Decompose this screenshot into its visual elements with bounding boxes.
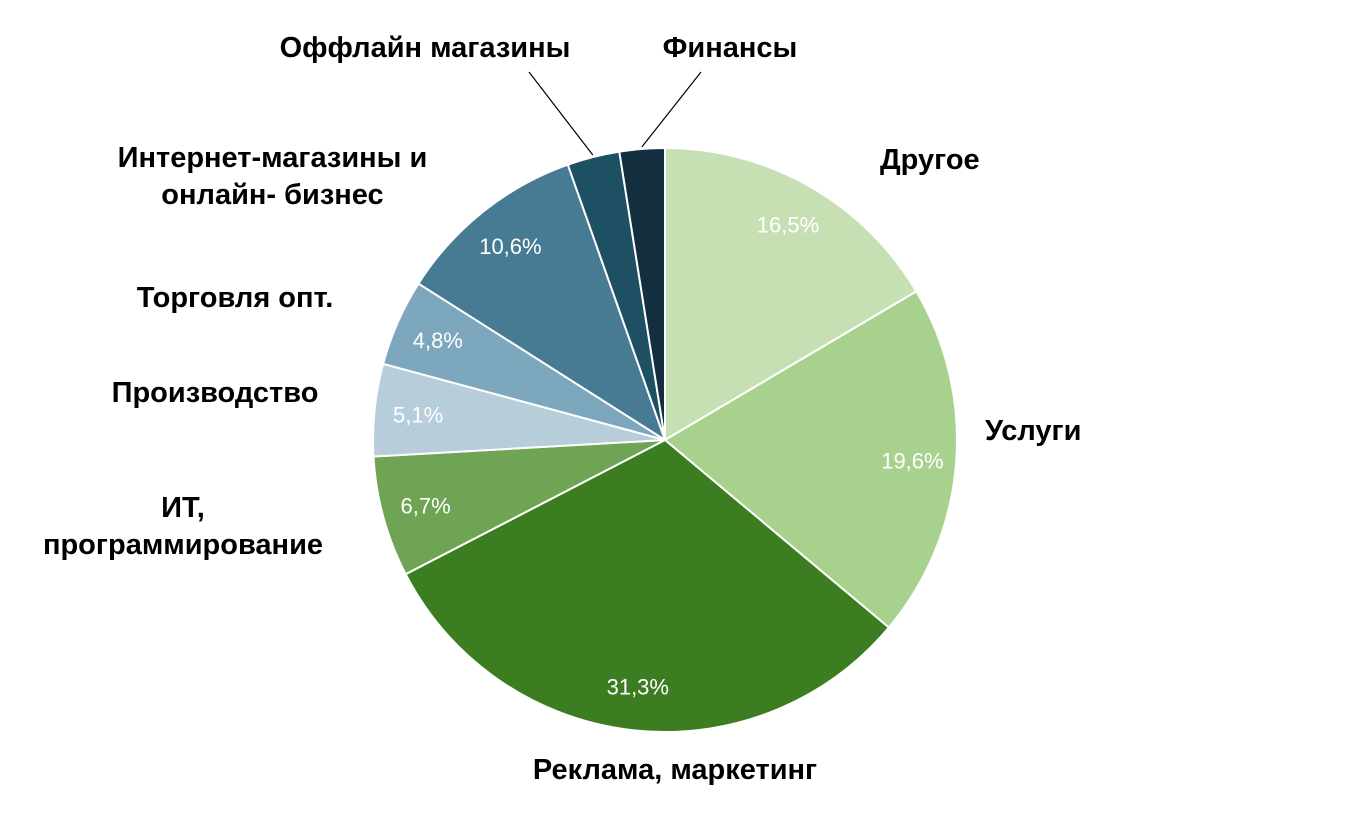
pie-slice-8 xyxy=(618,146,666,441)
slice-label-online-stores: Интернет-магазины и онлайн- бизнес xyxy=(117,142,428,212)
pie-slice-3 xyxy=(372,439,666,576)
pie-slice-1 xyxy=(663,289,958,629)
slice-label-it-programming: ИТ, программирование xyxy=(42,492,324,562)
slice-label-other: Другое xyxy=(880,144,980,176)
pct-label-4: 5,1% xyxy=(393,402,443,427)
pct-label-1: 19,6% xyxy=(881,448,943,473)
slice-label-services: Услуги xyxy=(985,415,1082,447)
pie-slice-0 xyxy=(664,146,918,442)
pct-label-3: 6,7% xyxy=(401,494,451,519)
leader-line-8 xyxy=(641,71,702,148)
pie-slice-6 xyxy=(417,163,667,443)
pie-slice-2 xyxy=(404,438,891,733)
pct-label-5: 4,8% xyxy=(413,328,463,353)
slice-label-finance: Финансы xyxy=(662,32,798,64)
slice-label-wholesale-trade: Торговля опт. xyxy=(136,282,334,314)
leader-line-7 xyxy=(528,71,594,156)
slice-label-advertising-marketing: Реклама, маркетинг xyxy=(532,754,818,786)
pct-label-2: 31,3% xyxy=(607,675,669,700)
slice-label-offline-stores: Оффлайн магазины xyxy=(279,32,571,64)
slice-label-manufacturing: Производство xyxy=(111,377,319,409)
pct-label-6: 10,6% xyxy=(479,234,541,259)
pct-label-0: 16,5% xyxy=(757,212,819,237)
